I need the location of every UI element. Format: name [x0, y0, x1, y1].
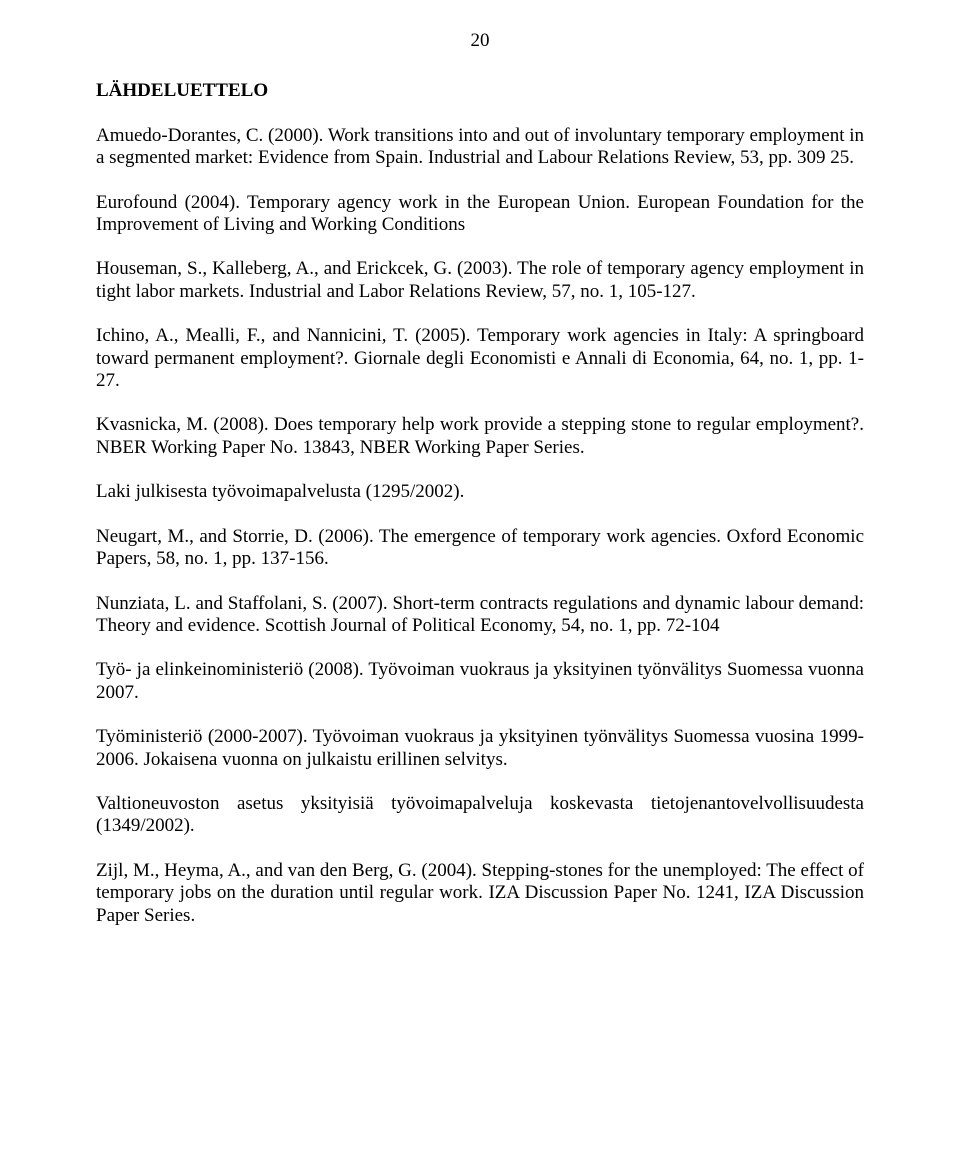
reference-entry: Valtioneuvoston asetus yksityisiä työvoi… [96, 793, 864, 838]
reference-entry: Työministeriö (2000-2007). Työvoiman vuo… [96, 726, 864, 771]
reference-entry: Houseman, S., Kalleberg, A., and Erickce… [96, 258, 864, 303]
references-heading: LÄHDELUETTELO [96, 80, 864, 102]
reference-entry: Amuedo-Dorantes, C. (2000). Work transit… [96, 125, 864, 170]
reference-entry: Työ- ja elinkeinoministeriö (2008). Työv… [96, 659, 864, 704]
page-number: 20 [96, 30, 864, 52]
reference-entry: Kvasnicka, M. (2008). Does temporary hel… [96, 414, 864, 459]
reference-entry: Eurofound (2004). Temporary agency work … [96, 192, 864, 237]
reference-entry: Nunziata, L. and Staffolani, S. (2007). … [96, 593, 864, 638]
reference-entry: Laki julkisesta työvoimapalvelusta (1295… [96, 481, 864, 503]
reference-entry: Neugart, M., and Storrie, D. (2006). The… [96, 526, 864, 571]
reference-entry: Ichino, A., Mealli, F., and Nannicini, T… [96, 325, 864, 392]
reference-entry: Zijl, M., Heyma, A., and van den Berg, G… [96, 860, 864, 927]
